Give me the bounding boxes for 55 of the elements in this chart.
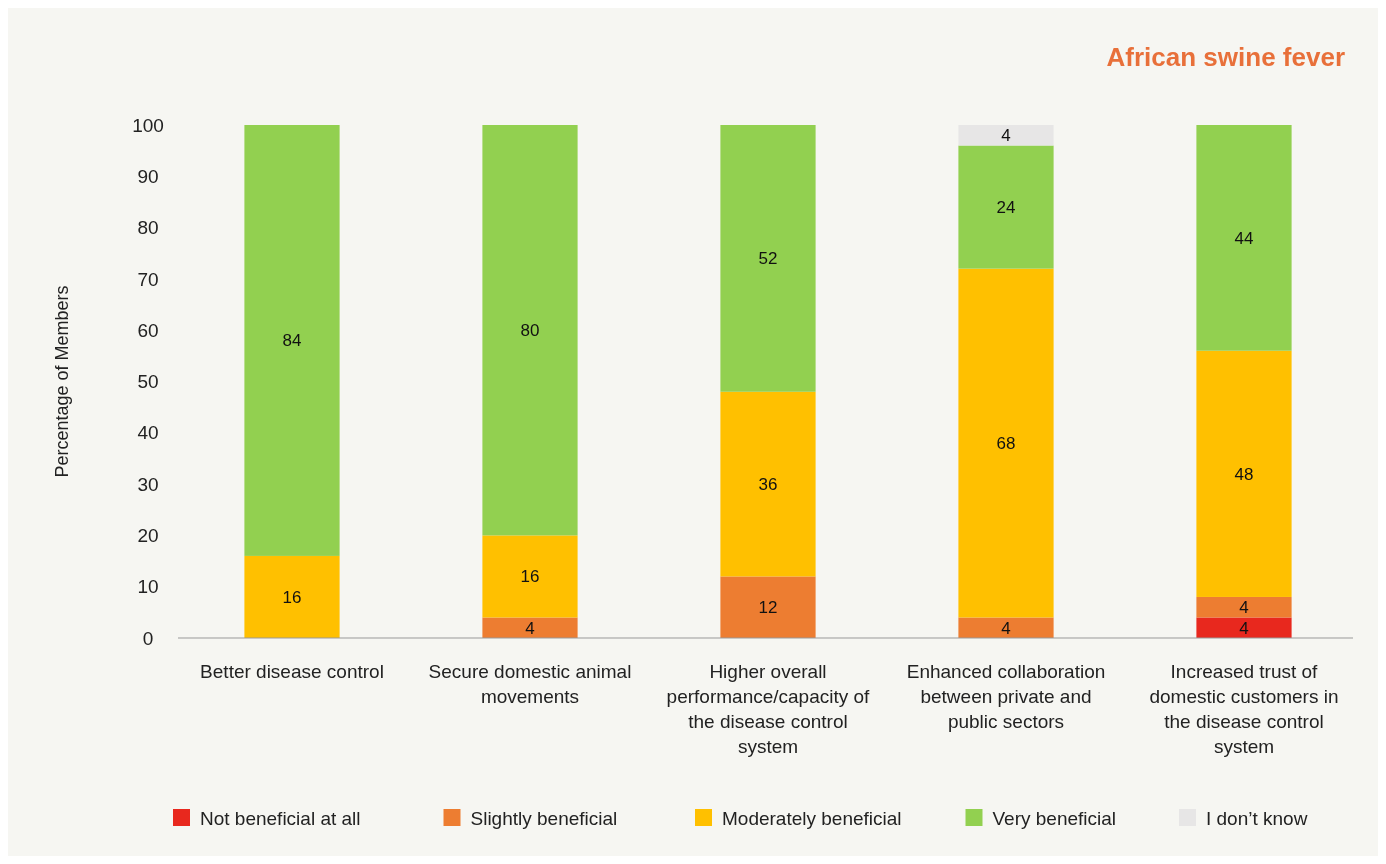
bar: [1196, 617, 1292, 638]
data-label: 52: [758, 249, 778, 269]
bar: [1196, 125, 1292, 351]
data-label: 16: [282, 587, 302, 607]
bar: [1196, 596, 1292, 618]
y-tick-label: 20: [137, 525, 159, 547]
bar: [720, 576, 816, 638]
data-label: 4: [1239, 618, 1249, 638]
data-label: 44: [1234, 228, 1254, 248]
data-label: 36: [758, 475, 778, 495]
data-label: 4: [1001, 126, 1011, 146]
x-tick-label: Better disease control: [200, 661, 384, 682]
x-tick-label: Higher overall performance/capacity of the disease control system: [666, 661, 871, 757]
bar: [244, 555, 340, 638]
bar: [482, 125, 578, 536]
x-tick-label: Secure domestic animal movements: [428, 661, 632, 707]
data-label: 84: [282, 331, 302, 351]
y-tick-label: 0: [142, 627, 154, 649]
data-label: 4: [1239, 598, 1249, 618]
bar: [1196, 350, 1292, 597]
x-tick-label: Increased trust of domestic customers in the disease control system: [1149, 661, 1339, 757]
y-tick-label: 100: [132, 114, 164, 136]
data-label: 4: [1001, 618, 1011, 638]
y-tick-label: 90: [137, 165, 159, 187]
bar: [720, 125, 816, 392]
data-label: 24: [996, 198, 1016, 218]
bar: [720, 391, 816, 577]
legend-label: Slightly beneficial: [470, 807, 618, 829]
bar: [958, 145, 1054, 269]
y-tick-label: 60: [137, 319, 159, 341]
y-tick-label: 50: [137, 371, 159, 393]
legend-label: Moderately beneficial: [722, 807, 902, 829]
bar: [958, 617, 1054, 638]
chart-title: African swine fever: [1106, 42, 1345, 72]
data-label: 68: [996, 434, 1016, 454]
bar: [482, 535, 578, 618]
bar: [958, 268, 1054, 618]
bar: [958, 125, 1054, 146]
y-tick-label: 30: [137, 473, 159, 495]
legend-label: Very beneficial: [992, 807, 1117, 829]
bar: [482, 617, 578, 638]
data-label: 4: [525, 618, 535, 638]
data-label: 48: [1234, 464, 1254, 484]
x-tick-label: Enhanced collaboration between private and public sectors: [906, 661, 1106, 732]
y-tick-label: 80: [137, 217, 159, 239]
data-label: 80: [520, 321, 540, 341]
y-tick-label: 70: [137, 268, 159, 290]
data-label: 12: [758, 598, 778, 618]
y-tick-label: 10: [137, 576, 159, 598]
legend-label: I don’t know: [1206, 807, 1308, 829]
data-label: 16: [520, 567, 540, 587]
y-axis-title: Percentage of Members: [52, 285, 72, 478]
y-tick-label: 40: [137, 422, 159, 444]
bar: [244, 125, 340, 556]
legend-label: Not beneficial at all: [200, 807, 361, 829]
